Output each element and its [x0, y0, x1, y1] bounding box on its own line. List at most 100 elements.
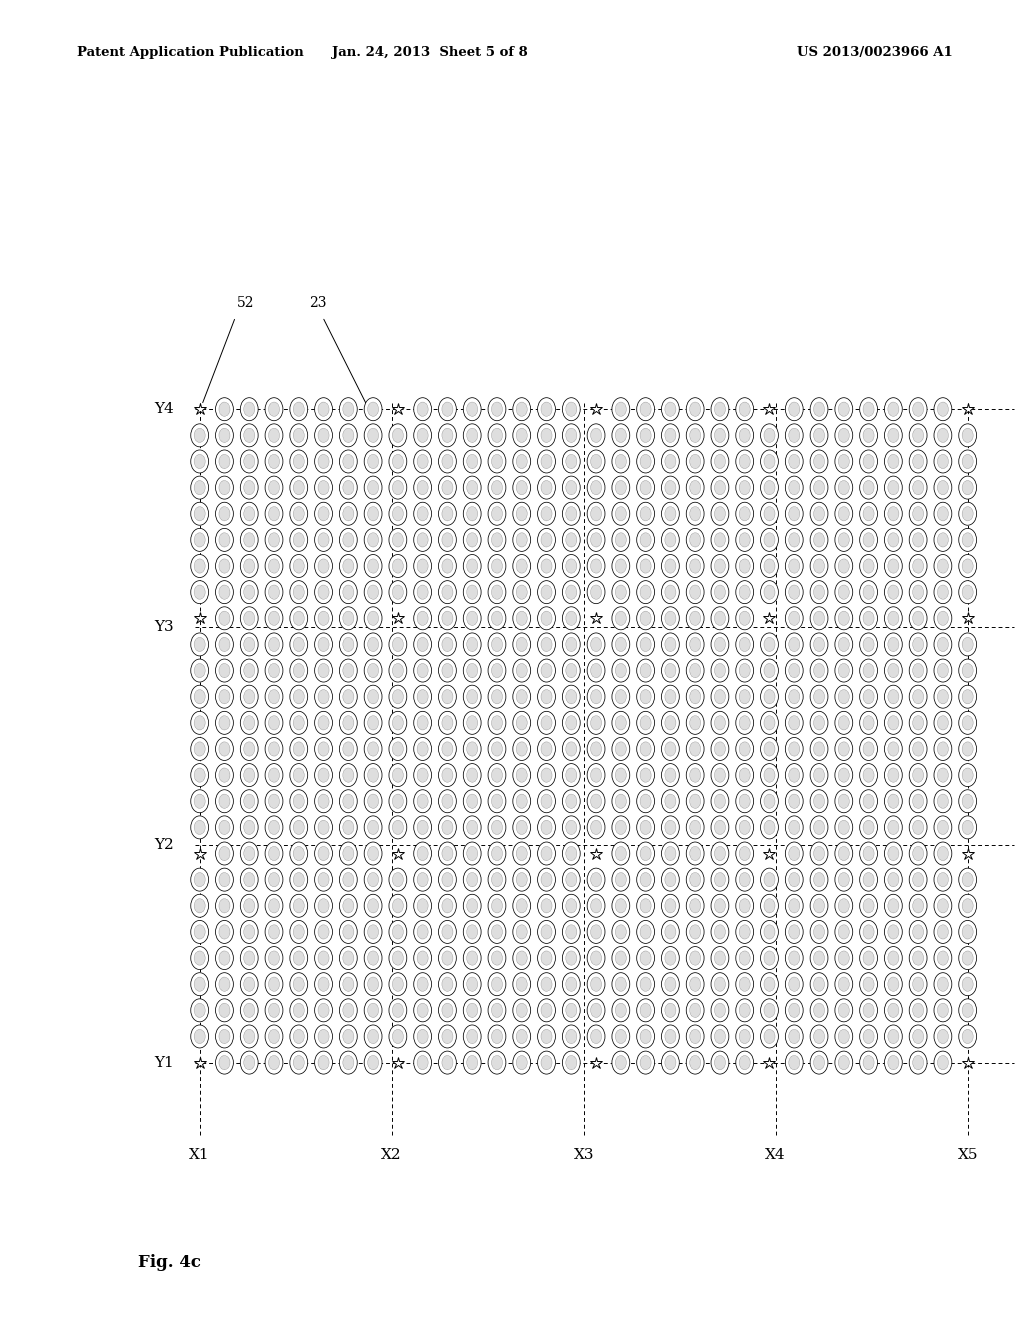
Circle shape: [215, 450, 233, 473]
Circle shape: [215, 763, 233, 787]
Circle shape: [195, 585, 205, 599]
Circle shape: [241, 1024, 258, 1048]
Circle shape: [912, 689, 924, 704]
Circle shape: [813, 820, 824, 834]
Circle shape: [219, 611, 230, 626]
Circle shape: [909, 763, 927, 787]
Circle shape: [711, 894, 729, 917]
Circle shape: [888, 403, 899, 416]
Circle shape: [368, 873, 379, 887]
Circle shape: [958, 894, 977, 917]
Circle shape: [538, 659, 555, 682]
Circle shape: [314, 869, 333, 891]
Circle shape: [392, 715, 403, 730]
Circle shape: [438, 554, 457, 578]
Circle shape: [538, 789, 555, 813]
Circle shape: [810, 528, 828, 552]
Circle shape: [389, 659, 407, 682]
Circle shape: [417, 403, 428, 416]
Circle shape: [637, 1051, 654, 1074]
Circle shape: [417, 925, 428, 939]
Circle shape: [736, 842, 754, 865]
Circle shape: [839, 664, 849, 677]
Circle shape: [909, 999, 927, 1022]
Circle shape: [318, 403, 329, 416]
Circle shape: [711, 789, 729, 813]
Circle shape: [215, 920, 233, 944]
Circle shape: [885, 763, 902, 787]
Circle shape: [615, 638, 627, 652]
Circle shape: [835, 842, 853, 865]
Circle shape: [219, 768, 230, 783]
Circle shape: [909, 711, 927, 734]
Circle shape: [265, 581, 283, 603]
Circle shape: [912, 533, 924, 546]
Circle shape: [442, 454, 453, 469]
Circle shape: [190, 502, 209, 525]
Circle shape: [689, 950, 700, 965]
Circle shape: [662, 842, 679, 865]
Text: X4: X4: [765, 1148, 786, 1163]
Circle shape: [538, 842, 555, 865]
Circle shape: [219, 403, 230, 416]
Circle shape: [761, 711, 778, 734]
Circle shape: [368, 715, 379, 730]
Circle shape: [463, 973, 481, 995]
Circle shape: [615, 795, 627, 808]
Circle shape: [788, 1056, 800, 1069]
Circle shape: [417, 768, 428, 783]
Circle shape: [538, 632, 555, 656]
Circle shape: [761, 973, 778, 995]
Circle shape: [785, 528, 803, 552]
Circle shape: [438, 1024, 457, 1048]
Circle shape: [888, 742, 899, 756]
Circle shape: [885, 869, 902, 891]
Circle shape: [513, 450, 530, 473]
Circle shape: [562, 738, 581, 760]
Circle shape: [318, 846, 329, 861]
Circle shape: [715, 873, 725, 887]
Circle shape: [715, 428, 725, 442]
Circle shape: [640, 873, 651, 887]
Circle shape: [492, 742, 503, 756]
Circle shape: [587, 1024, 605, 1048]
Circle shape: [343, 742, 354, 756]
Circle shape: [215, 894, 233, 917]
Circle shape: [937, 689, 948, 704]
Circle shape: [492, 795, 503, 808]
Circle shape: [492, 873, 503, 887]
Circle shape: [513, 397, 530, 421]
Circle shape: [566, 899, 577, 913]
Circle shape: [885, 738, 902, 760]
Circle shape: [442, 925, 453, 939]
Circle shape: [761, 869, 778, 891]
Circle shape: [538, 920, 555, 944]
Circle shape: [686, 738, 705, 760]
Circle shape: [339, 450, 357, 473]
Circle shape: [715, 977, 725, 991]
Circle shape: [715, 1030, 725, 1044]
Circle shape: [463, 738, 481, 760]
Circle shape: [736, 581, 754, 603]
Circle shape: [711, 502, 729, 525]
Circle shape: [662, 999, 679, 1022]
Circle shape: [293, 742, 304, 756]
Circle shape: [513, 424, 530, 447]
Circle shape: [686, 477, 705, 499]
Circle shape: [934, 946, 952, 970]
Circle shape: [591, 795, 601, 808]
Circle shape: [591, 480, 601, 495]
Circle shape: [888, 1056, 899, 1069]
Circle shape: [293, 428, 304, 442]
Circle shape: [293, 664, 304, 677]
Circle shape: [265, 607, 283, 630]
Circle shape: [637, 554, 654, 578]
Circle shape: [612, 946, 630, 970]
Circle shape: [615, 768, 627, 783]
Circle shape: [662, 763, 679, 787]
Circle shape: [566, 689, 577, 704]
Circle shape: [662, 477, 679, 499]
Circle shape: [739, 846, 751, 861]
Circle shape: [392, 585, 403, 599]
Circle shape: [293, 558, 304, 573]
